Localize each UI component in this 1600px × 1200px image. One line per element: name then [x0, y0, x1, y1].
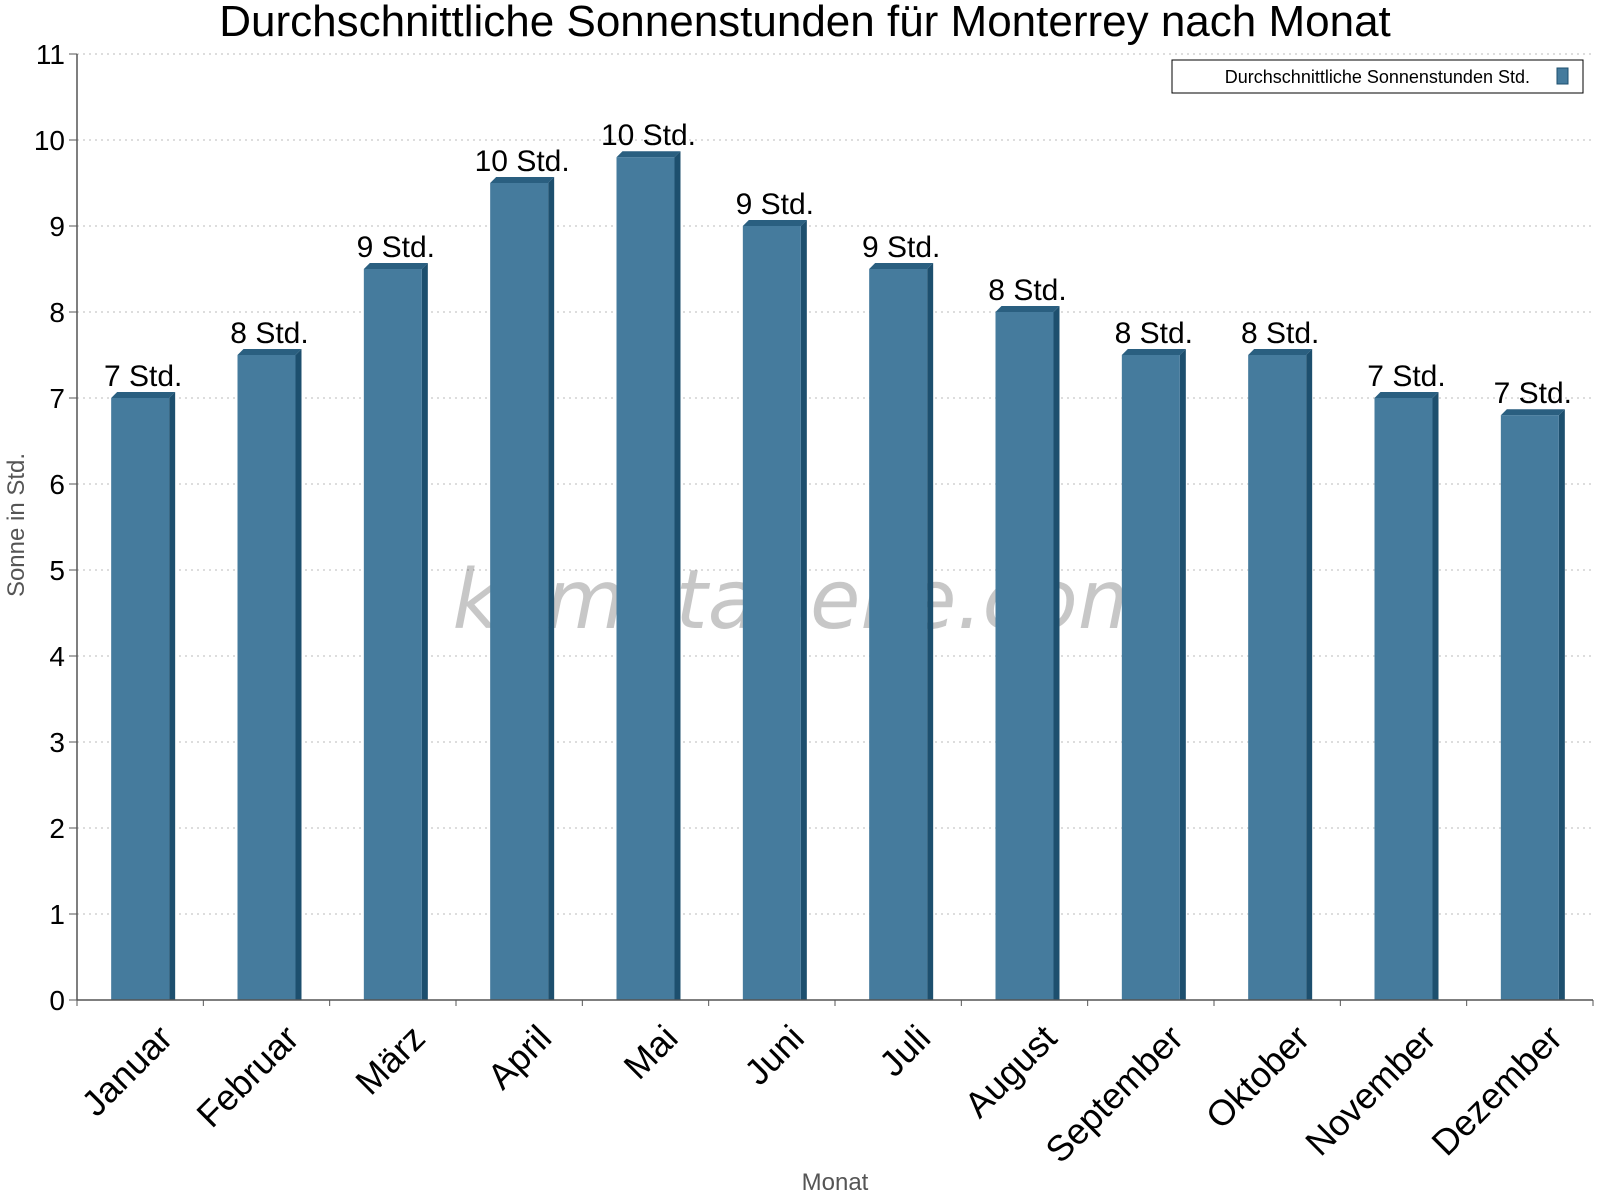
bar-side: [1558, 409, 1565, 1000]
y-tick-label: 5: [49, 555, 65, 586]
x-tick-label: September: [1037, 1017, 1191, 1171]
data-label: 7 Std.: [1367, 360, 1445, 393]
bar-front: [995, 312, 1054, 1000]
bar-top: [869, 263, 934, 269]
y-tick-label: 6: [49, 469, 65, 500]
bar-top: [742, 220, 807, 226]
bar: [490, 177, 555, 1000]
bar-side: [674, 151, 681, 1000]
data-label: 10 Std.: [475, 145, 570, 178]
x-tick-label: Januar: [73, 1017, 180, 1124]
y-tick-label: 10: [34, 125, 65, 156]
bar-top: [363, 263, 428, 269]
data-label: 8 Std.: [988, 274, 1066, 307]
bar-front: [1248, 355, 1307, 1000]
x-tick-label: Dezember: [1423, 1017, 1569, 1163]
bar: [111, 392, 176, 1000]
bar-top: [1374, 392, 1439, 398]
bar-front: [742, 226, 801, 1000]
bar-front: [237, 355, 296, 1000]
bar-side: [800, 220, 807, 1000]
bar-top: [490, 177, 555, 183]
data-labels: 7 Std. 8 Std. 9 Std. 10 Std. 10 Std. 9 Std. 9 …: [104, 119, 1572, 410]
y-tick-label: 9: [49, 211, 65, 242]
bar-top: [1500, 409, 1565, 416]
bar: [1248, 349, 1313, 1000]
y-axis-ticks: 0 1 2 3 4 5 6 7 8 9 10 11: [34, 39, 77, 1016]
bar-front: [616, 157, 675, 1000]
y-tick-label: 11: [36, 39, 65, 70]
bar-front: [111, 398, 170, 1000]
data-label: 8 Std.: [1115, 317, 1193, 350]
bar-side: [1306, 349, 1313, 1000]
bar-top: [1248, 349, 1313, 355]
bar-side: [1053, 306, 1060, 1000]
x-tick-label: August: [956, 1017, 1064, 1125]
x-tick-label: April: [479, 1017, 559, 1097]
legend-swatch: [1556, 67, 1569, 85]
data-label: 9 Std.: [357, 231, 435, 264]
bar-front: [1374, 398, 1433, 1000]
bar: [1374, 392, 1439, 1000]
y-tick-label: 4: [49, 641, 65, 672]
bar-side: [295, 349, 302, 1000]
legend: Durchschnittliche Sonnenstunden Std.: [1171, 59, 1584, 94]
data-label: 9 Std.: [736, 188, 814, 221]
axes: [76, 54, 1594, 1006]
bar-front: [490, 183, 549, 1000]
bar-front: [869, 269, 928, 1000]
chart-title: Durchschnittliche Sonnenstunden für Mont…: [219, 0, 1391, 46]
bar: [1121, 349, 1186, 1000]
bar: [237, 349, 302, 1000]
bar-top: [111, 392, 176, 398]
grid-lines: [77, 53, 1593, 915]
y-tick-label: 2: [49, 813, 65, 844]
x-tick-label: November: [1297, 1017, 1443, 1163]
x-axis-title: Monat: [802, 1169, 869, 1196]
bar-side: [1432, 392, 1439, 1000]
bar-top: [995, 306, 1060, 312]
data-label: 7 Std.: [104, 360, 182, 393]
y-axis-title: Sonne in Std.: [3, 453, 30, 597]
bar-side: [1179, 349, 1186, 1000]
x-tick-label: Mai: [616, 1017, 686, 1087]
data-label: 7 Std.: [1494, 377, 1572, 410]
legend-box: [1171, 59, 1584, 94]
y-tick-label: 3: [49, 727, 65, 758]
x-tick-label: Juli: [871, 1017, 938, 1084]
data-label: 9 Std.: [862, 231, 940, 264]
legend-entry-label: Durchschnittliche Sonnenstunden Std.: [1225, 67, 1530, 87]
bar: [742, 220, 807, 1000]
bar-side: [421, 263, 428, 1000]
bar-front: [363, 269, 422, 1000]
y-tick-label: 1: [49, 899, 65, 930]
x-tick-label: Juni: [736, 1017, 812, 1093]
data-label: 8 Std.: [1241, 317, 1319, 350]
bar: [363, 263, 428, 1000]
x-tick-label: März: [347, 1017, 433, 1103]
bar: [1500, 409, 1565, 1000]
bar-top: [1121, 349, 1186, 355]
bar-side: [548, 177, 555, 1000]
x-axis-ticks: Januar Februar März April Mai Juni Juli AugustS…: [73, 1017, 1570, 1171]
x-tick-label: Oktober: [1198, 1017, 1318, 1137]
bar-side: [169, 392, 176, 1000]
bar: [995, 306, 1060, 1000]
x-tick-label: Februar: [188, 1017, 306, 1135]
y-tick-label: 0: [49, 985, 65, 1016]
y-tick-label: 7: [49, 383, 65, 414]
bars: [111, 151, 1565, 1000]
bar-front: [1500, 415, 1559, 1000]
data-label: 10 Std.: [601, 119, 696, 152]
bar-top: [616, 151, 681, 158]
bar-top: [237, 349, 302, 355]
bar-side: [927, 263, 934, 1000]
bar-front: [1121, 355, 1180, 1000]
bar: [869, 263, 934, 1000]
bar: [616, 151, 681, 1000]
y-tick-label: 8: [49, 297, 65, 328]
data-label: 8 Std.: [230, 317, 308, 350]
